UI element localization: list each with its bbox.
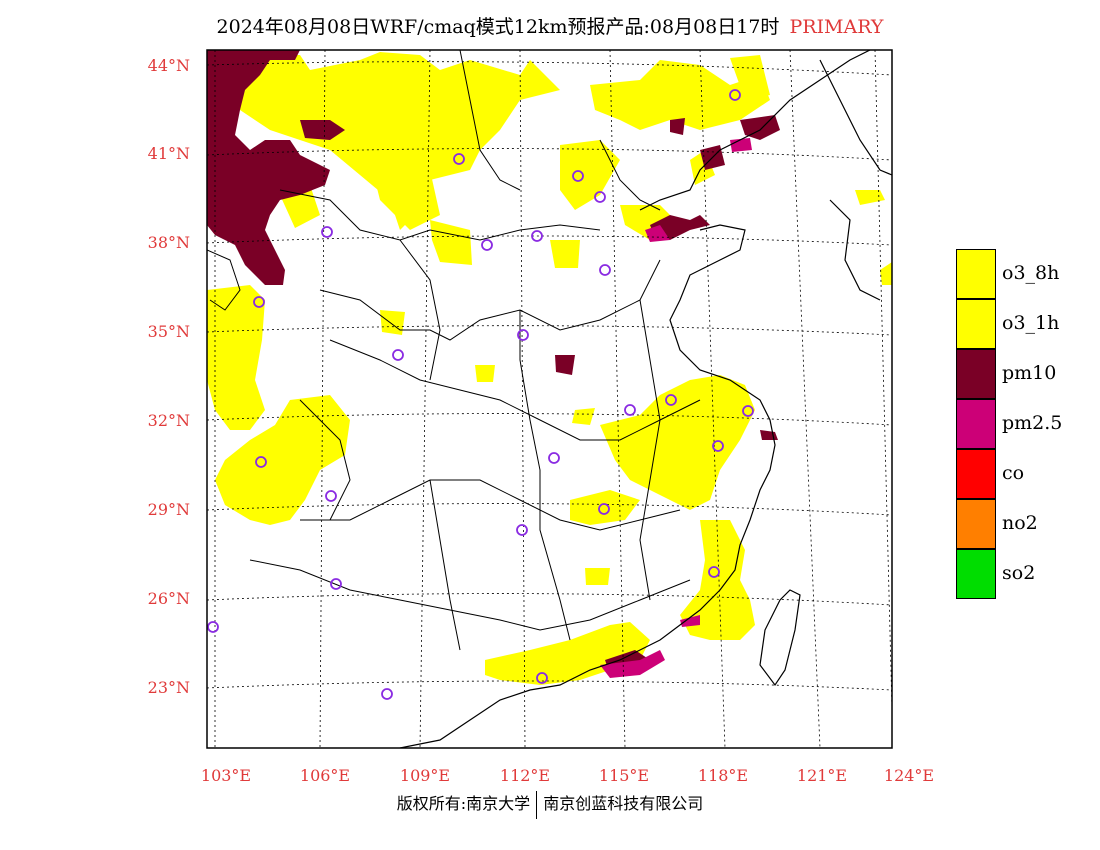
lat-label-44: 44°N xyxy=(147,56,190,75)
legend-label-co: co xyxy=(1002,462,1025,484)
copyright-right: 南京创蓝科技有限公司 xyxy=(543,794,704,813)
legend-label-o3-1h: o3_1h xyxy=(1002,312,1060,334)
lon-label-109: 109°E xyxy=(399,766,451,785)
lon-label-118: 118°E xyxy=(697,766,749,785)
pm25-areas xyxy=(600,138,752,678)
lon-label-115: 115°E xyxy=(598,766,650,785)
map-title-text: 2024年08月08日WRF/cmaq模式12km预报产品:08月08日17时 xyxy=(216,16,780,38)
legend-swatch-pm10 xyxy=(956,349,996,399)
copyright-left: 版权所有:南京大学 xyxy=(396,794,531,813)
lon-label-124: 124°E xyxy=(883,766,935,785)
copyright-footer: 版权所有:南京大学 南京创蓝科技有限公司 xyxy=(0,790,1100,819)
ozone-areas xyxy=(207,52,892,685)
coastline xyxy=(399,50,892,748)
legend-label-pm10: pm10 xyxy=(1002,362,1057,384)
primary-tag: PRIMARY xyxy=(789,16,884,38)
legend-swatch-no2 xyxy=(956,499,996,549)
map-frame xyxy=(206,49,893,749)
graticule xyxy=(207,50,892,748)
pm10-areas xyxy=(207,50,780,675)
lat-label-38: 38°N xyxy=(147,233,190,252)
legend-label-o3-8h: o3_8h xyxy=(1002,262,1060,284)
lon-label-121: 121°E xyxy=(796,766,848,785)
station-markers xyxy=(207,89,754,700)
map-title: 2024年08月08日WRF/cmaq模式12km预报产品:08月08日17时 P… xyxy=(0,12,1100,39)
legend-swatch-pm25 xyxy=(956,399,996,449)
legend-swatch-o3-1h xyxy=(956,299,996,349)
lat-label-41: 41°N xyxy=(147,144,190,163)
lat-label-26: 26°N xyxy=(147,589,190,608)
lat-label-29: 29°N xyxy=(147,500,190,519)
lat-label-35: 35°N xyxy=(147,322,190,341)
lon-label-112: 112°E xyxy=(499,766,551,785)
lon-label-106: 106°E xyxy=(299,766,351,785)
lat-label-23: 23°N xyxy=(147,678,190,697)
legend-label-no2: no2 xyxy=(1002,512,1038,534)
legend-swatch-so2 xyxy=(956,549,996,599)
legend-swatch-o3-8h xyxy=(956,249,996,299)
lon-label-103: 103°E xyxy=(200,766,252,785)
lat-label-32: 32°N xyxy=(147,411,190,430)
footer-separator xyxy=(536,790,538,819)
legend-label-pm25: pm2.5 xyxy=(1002,412,1063,434)
legend-swatch-co xyxy=(956,449,996,499)
legend-label-so2: so2 xyxy=(1002,562,1036,584)
